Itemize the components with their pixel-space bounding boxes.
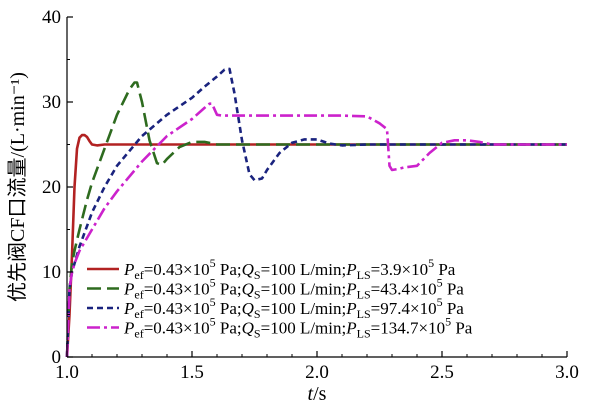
x-tick-label: 2.0	[305, 362, 329, 383]
y-tick-label: 0	[52, 347, 62, 368]
x-tick-label: 3.0	[555, 362, 579, 383]
legend-label-4: Pef=0.43×105 Pa;QS=100 L/min;PLS=134.7×1…	[123, 315, 473, 341]
y-tick-label: 10	[42, 262, 61, 283]
legend-label-3: Pef=0.43×105 Pa;QS=100 L/min;PLS=97.4×10…	[123, 295, 464, 321]
series-line-1	[65, 133, 567, 358]
series-line-2	[65, 81, 567, 358]
legend-label-1: Pef=0.43×105 Pa;QS=100 L/min;PLS=3.9×105…	[123, 256, 456, 282]
legend: Pef=0.43×105 Pa;QS=100 L/min;PLS=3.9×105…	[87, 256, 473, 341]
x-tick-label: 1.5	[180, 362, 204, 383]
y-tick-label: 30	[42, 92, 61, 113]
series-line-4	[65, 102, 567, 358]
axes: 1.0 1.5 2.0 2.5 3.0 0 10 20 30 40	[42, 7, 579, 383]
y-axis-title: 优先阀CF口流量/(L·min⁻¹)	[6, 72, 29, 302]
x-tick-label: 1.0	[55, 362, 79, 383]
plot-area	[65, 67, 567, 358]
x-axis-title: t/s	[308, 383, 327, 405]
legend-label-2: Pef=0.43×105 Pa;QS=100 L/min;PLS=43.4×10…	[123, 276, 464, 302]
x-tick-label: 2.5	[430, 362, 454, 383]
series-line-3	[65, 67, 567, 358]
y-tick-label: 40	[42, 7, 61, 28]
y-tick-label: 20	[42, 177, 61, 198]
